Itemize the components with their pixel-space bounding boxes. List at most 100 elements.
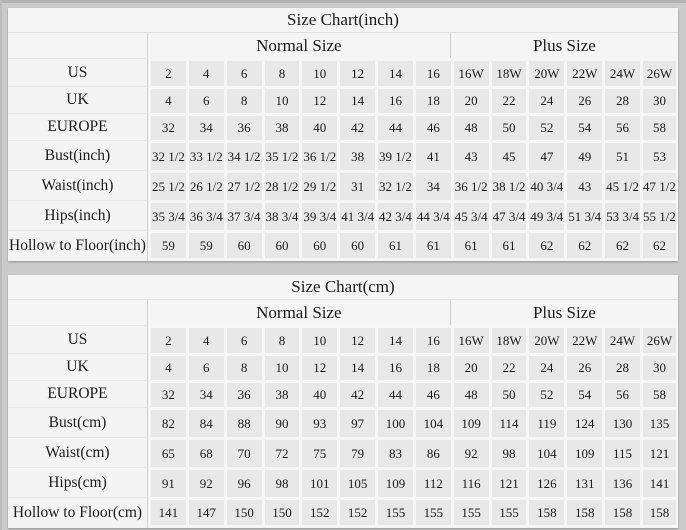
size-value-cell: 100	[375, 407, 413, 437]
size-value-cell: 48	[450, 113, 489, 140]
size-value-cell: 62	[602, 230, 640, 261]
row-label: US	[8, 325, 148, 353]
row-label: UK	[8, 353, 148, 380]
size-value-cell: 56	[602, 380, 640, 407]
size-value-cell: 49 3/4	[526, 200, 565, 230]
size-value-cell: 6	[223, 325, 262, 353]
size-value-cell: 12	[299, 353, 338, 380]
size-value-cell: 98	[488, 437, 527, 467]
size-value-cell: 28 1/2	[261, 170, 300, 200]
size-value-cell: 158	[564, 497, 603, 528]
row-label: EUROPE	[8, 113, 148, 140]
size-value-cell: 39 1/2	[375, 140, 413, 170]
size-value-cell: 54	[564, 113, 603, 140]
size-value-cell: 54	[564, 380, 603, 407]
size-value-cell: 58	[639, 380, 678, 407]
size-value-cell: 12	[299, 86, 338, 113]
size-value-cell: 32 1/2	[148, 140, 186, 170]
column-group-normal-size: Normal Size	[148, 33, 451, 58]
column-group-plus-size: Plus Size	[450, 33, 678, 58]
size-value-cell: 4	[148, 86, 186, 113]
row-label: Hollow to Floor(inch)	[8, 230, 148, 261]
size-value-cell: 10	[299, 325, 338, 353]
size-value-cell: 97	[337, 407, 376, 437]
size-value-cell: 150	[261, 497, 300, 528]
size-value-cell: 24W	[602, 58, 640, 86]
size-value-cell: 152	[299, 497, 338, 528]
size-value-cell: 152	[337, 497, 376, 528]
size-value-cell: 88	[223, 407, 262, 437]
size-value-cell: 104	[412, 407, 451, 437]
size-value-cell: 36	[223, 113, 262, 140]
size-value-cell: 18	[412, 86, 451, 113]
size-value-cell: 55 1/2	[639, 200, 678, 230]
size-value-cell: 109	[564, 437, 603, 467]
size-value-cell: 20W	[526, 325, 565, 353]
size-value-cell: 56	[602, 113, 640, 140]
size-value-cell: 41 3/4	[337, 200, 376, 230]
size-value-cell: 6	[223, 58, 262, 86]
row-label: UK	[8, 86, 148, 113]
size-value-cell: 16W	[450, 58, 489, 86]
size-value-cell: 155	[488, 497, 527, 528]
size-value-cell: 18	[412, 353, 451, 380]
row-label: Bust(inch)	[8, 140, 148, 170]
size-value-cell: 141	[148, 497, 186, 528]
size-value-cell: 61	[412, 230, 451, 261]
size-value-cell: 22W	[564, 58, 603, 86]
table-title: Size Chart(inch)	[8, 8, 678, 33]
size-value-cell: 59	[185, 230, 224, 261]
size-value-cell: 36 3/4	[185, 200, 224, 230]
size-value-cell: 31	[337, 170, 376, 200]
size-value-cell: 16	[375, 353, 413, 380]
size-value-cell: 22W	[564, 325, 603, 353]
size-value-cell: 40	[299, 113, 338, 140]
size-value-cell: 8	[261, 325, 300, 353]
size-value-cell: 38 3/4	[261, 200, 300, 230]
size-value-cell: 36 1/2	[450, 170, 489, 200]
size-value-cell: 62	[564, 230, 603, 261]
size-value-cell: 52	[526, 113, 565, 140]
size-value-cell: 91	[148, 467, 186, 497]
size-value-cell: 34	[185, 113, 224, 140]
left-edge-border	[0, 0, 2, 530]
row-label: US	[8, 58, 148, 86]
size-value-cell: 92	[450, 437, 489, 467]
size-value-cell: 60	[337, 230, 376, 261]
size-value-cell: 35 1/2	[261, 140, 300, 170]
size-value-cell: 30	[639, 86, 678, 113]
size-value-cell: 18W	[488, 325, 527, 353]
size-value-cell: 38	[261, 113, 300, 140]
size-value-cell: 61	[488, 230, 527, 261]
size-value-cell: 155	[375, 497, 413, 528]
size-value-cell: 38	[337, 140, 376, 170]
size-value-cell: 114	[488, 407, 527, 437]
size-value-cell: 116	[450, 467, 489, 497]
corner-cell	[8, 300, 148, 325]
size-value-cell: 47 1/2	[639, 170, 678, 200]
size-value-cell: 8	[223, 86, 262, 113]
size-value-cell: 34	[412, 170, 451, 200]
size-value-cell: 44 3/4	[412, 200, 451, 230]
size-value-cell: 10	[299, 58, 338, 86]
size-value-cell: 44	[375, 113, 413, 140]
row-label: Bust(cm)	[8, 407, 148, 437]
size-value-cell: 36	[223, 380, 262, 407]
size-value-cell: 90	[261, 407, 300, 437]
size-value-cell: 150	[223, 497, 262, 528]
size-value-cell: 27 1/2	[223, 170, 262, 200]
size-value-cell: 93	[299, 407, 338, 437]
row-label: Waist(inch)	[8, 170, 148, 200]
size-value-cell: 26 1/2	[185, 170, 224, 200]
size-value-cell: 112	[412, 467, 451, 497]
size-value-cell: 53 3/4	[602, 200, 640, 230]
size-value-cell: 141	[639, 467, 678, 497]
size-value-cell: 155	[450, 497, 489, 528]
size-value-cell: 12	[337, 58, 376, 86]
size-value-cell: 52	[526, 380, 565, 407]
table-title: Size Chart(cm)	[8, 275, 678, 300]
size-value-cell: 18W	[488, 58, 527, 86]
size-value-cell: 126	[526, 467, 565, 497]
size-value-cell: 45	[488, 140, 527, 170]
size-value-cell: 44	[375, 380, 413, 407]
